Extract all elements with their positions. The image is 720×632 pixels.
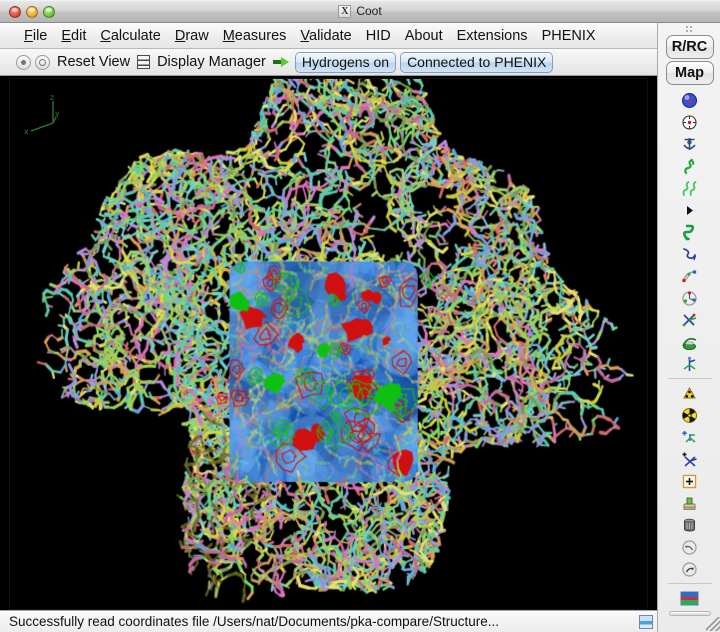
clear-pending-icon[interactable] (678, 492, 702, 514)
molecule-canvas[interactable] (10, 79, 647, 609)
molecular-graphics-viewport[interactable]: z x y (9, 78, 648, 610)
main-column: File Edit Calculate Draw Measures Valida… (0, 23, 657, 632)
go-to-arrow-icon[interactable] (272, 55, 291, 69)
reset-view-label: Reset View (57, 54, 131, 70)
grip-dots-icon (685, 25, 694, 32)
menu-phenix[interactable]: PHENIX (541, 27, 596, 44)
play-arrow-icon[interactable] (678, 199, 702, 221)
sidebar-separator (667, 583, 712, 584)
map-button[interactable]: Map (665, 61, 714, 85)
mutate-autofit-icon[interactable] (678, 353, 702, 375)
target-crosshair-icon[interactable] (678, 111, 702, 133)
anchor-refine-icon[interactable] (678, 133, 702, 155)
window-title: Coot (356, 4, 382, 18)
status-message: Successfully read coordinates file /User… (9, 614, 499, 629)
main-toolbar: Reset View Display Manager Hydrogens on … (0, 49, 657, 76)
menu-hid[interactable]: HID (365, 27, 391, 44)
viewport-container: z x y (0, 76, 657, 610)
map-color-swatch[interactable] (639, 614, 653, 629)
scrollbar-thumb[interactable] (668, 610, 711, 616)
window-titlebar: X Coot (0, 0, 720, 23)
edit-chi-angles-icon[interactable] (678, 309, 702, 331)
add-ot-icon[interactable] (678, 448, 702, 470)
rigid-body-fit-icon[interactable] (678, 221, 702, 243)
redo-icon[interactable] (678, 558, 702, 580)
x11-icon: X (338, 5, 352, 18)
menu-extensions[interactable]: Extensions (456, 27, 528, 44)
side-chain-180-icon[interactable] (678, 287, 702, 309)
minimize-button[interactable] (26, 5, 38, 18)
close-button[interactable] (9, 5, 21, 18)
delete-item-icon[interactable] (678, 514, 702, 536)
display-manager-icon[interactable] (137, 55, 151, 69)
menu-edit[interactable]: Edit (61, 27, 87, 44)
window-controls (9, 5, 55, 18)
rotate-translate-zone-icon[interactable] (678, 243, 702, 265)
add-terminal-residue-icon[interactable] (678, 426, 702, 448)
ribbon-range-icon[interactable] (678, 177, 702, 199)
menubar: File Edit Calculate Draw Measures Valida… (0, 23, 657, 49)
toolbar-grip-handle[interactable] (658, 23, 720, 34)
add-water-icon[interactable] (678, 470, 702, 492)
ribbon-single-icon[interactable] (678, 155, 702, 177)
radiation-damage-icon[interactable] (678, 404, 702, 426)
display-manager-label: Display Manager (157, 54, 266, 70)
pepflip-icon[interactable] (678, 265, 702, 287)
window-body: File Edit Calculate Draw Measures Valida… (0, 23, 720, 632)
phenix-connection-toggle[interactable]: Connected to PHENIX (400, 51, 554, 73)
sidebar-separator (667, 378, 712, 379)
rrc-button[interactable]: R/RC (665, 35, 714, 59)
display-manager-button[interactable]: Display Manager (154, 53, 269, 71)
menu-calculate[interactable]: Calculate (100, 27, 161, 44)
view-rotate-icon[interactable] (16, 54, 31, 70)
sidebar-icon-list (658, 89, 720, 609)
menu-draw[interactable]: Draw (174, 27, 209, 44)
add-alt-conf-icon[interactable] (678, 382, 702, 404)
menu-validate[interactable]: Validate (300, 27, 352, 44)
sphere-atom-icon[interactable] (678, 89, 702, 111)
statusbar: Successfully read coordinates file /User… (0, 610, 657, 632)
zoom-button[interactable] (43, 5, 55, 18)
menu-file[interactable]: File (24, 27, 48, 44)
undo-icon[interactable] (678, 536, 702, 558)
menu-about[interactable]: About (404, 27, 443, 44)
view-center-icon[interactable] (35, 54, 50, 70)
hydrogens-toggle[interactable]: Hydrogens on (294, 51, 397, 73)
reset-view-button[interactable]: Reset View (54, 53, 133, 71)
sidebar-bottom (658, 609, 720, 632)
refmac-map-icon[interactable] (678, 587, 702, 609)
window-resize-grip[interactable] (706, 617, 720, 631)
menu-measures[interactable]: Measures (222, 27, 287, 44)
horizontal-scrollbar[interactable] (658, 609, 720, 617)
window-title-group: X Coot (0, 1, 720, 22)
right-toolbar: R/RC Map (657, 23, 720, 632)
torsion-general-icon[interactable] (678, 331, 702, 353)
